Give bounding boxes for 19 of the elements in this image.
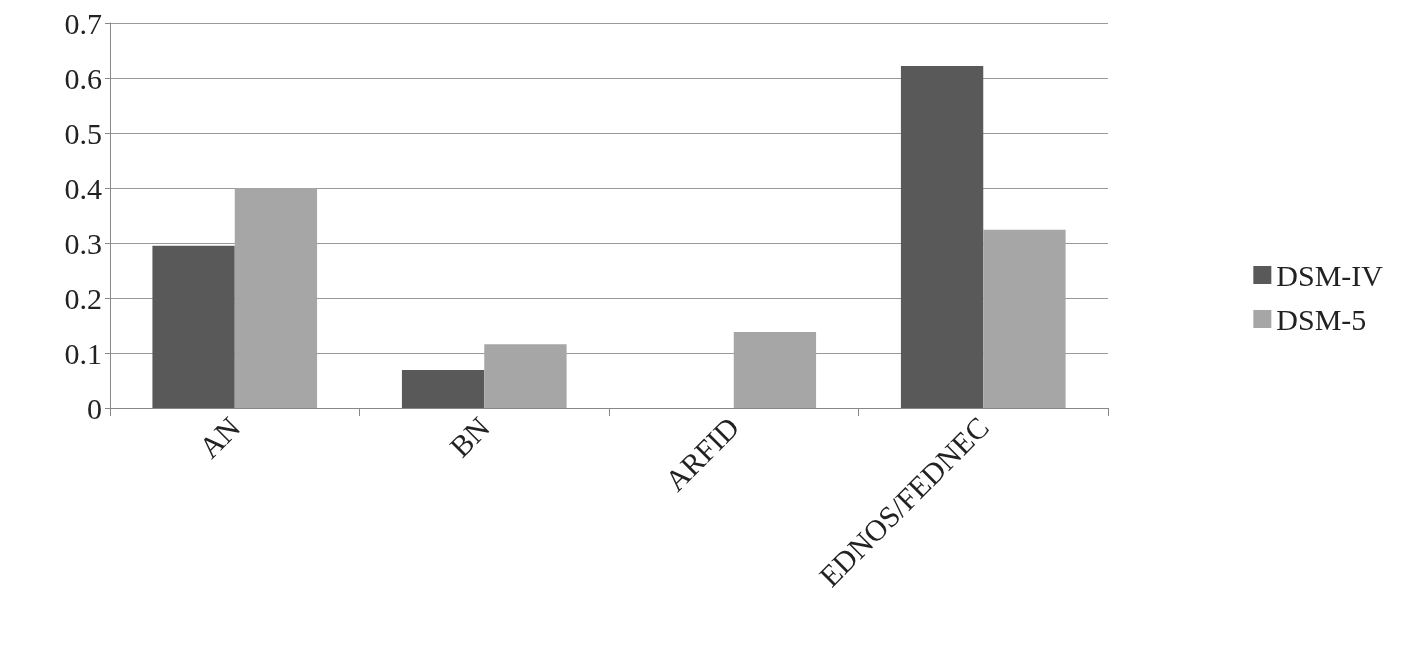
bar [733,332,817,408]
bar [152,245,235,408]
bar [900,65,984,408]
bar [484,344,567,408]
y-tick-label: 0.7 [64,6,102,40]
bar [234,188,318,408]
x-tick-label: AN [192,410,247,465]
y-tick-label: 0.1 [64,336,102,370]
y-tick-label: 0.2 [64,281,102,315]
bar [983,229,1066,408]
legend-label: DSM-5 [1276,302,1367,336]
x-tick-label: BN [443,410,496,464]
y-tick-label: 0 [87,391,102,425]
y-tick-label: 0.6 [64,61,102,95]
y-tick-label: 0.5 [64,116,102,150]
bar [401,370,485,408]
y-tick-label: 0.4 [64,171,102,205]
y-tick-label: 0.3 [64,226,102,260]
legend-label: DSM-IV [1276,258,1384,292]
